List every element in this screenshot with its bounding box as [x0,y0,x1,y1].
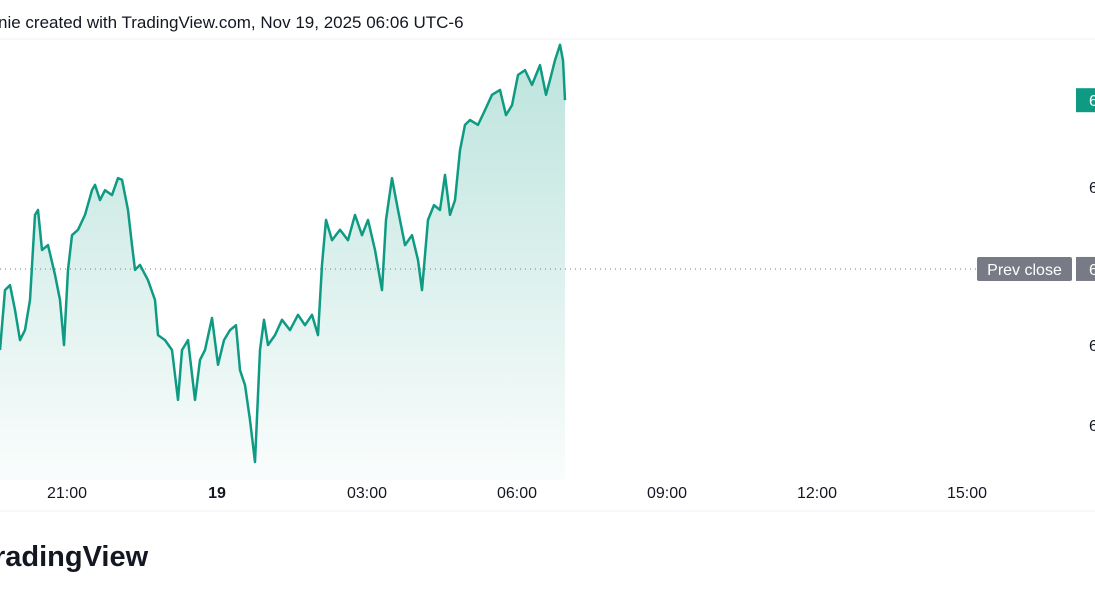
y-tick-label: 6 [1089,180,1095,197]
x-tick-label: 06:00 [497,485,537,502]
last-price-label: 6 [1089,93,1095,110]
last-price-badge [1076,88,1095,113]
area-fill [0,44,565,481]
x-tick-label: 03:00 [347,485,387,502]
header-text: nie created with TradingView.com, Nov 19… [0,13,464,32]
logo: radingView [0,541,149,573]
x-tick-label: 09:00 [647,485,687,502]
x-tick-label: 21:00 [47,485,87,502]
price-line [0,43,567,464]
x-tick-label: 12:00 [797,485,837,502]
prev-close-label: Prev close [987,262,1062,279]
x-tick-label: 15:00 [947,485,987,502]
prev-close-value: 6 [1089,262,1095,279]
prev-close-tag [977,256,1072,281]
y-tick-label: 6 [1089,338,1095,355]
x-tick-label: 19 [208,485,226,502]
prev-close-value-tag [1076,256,1095,281]
y-tick-label: 6 [1089,418,1095,435]
